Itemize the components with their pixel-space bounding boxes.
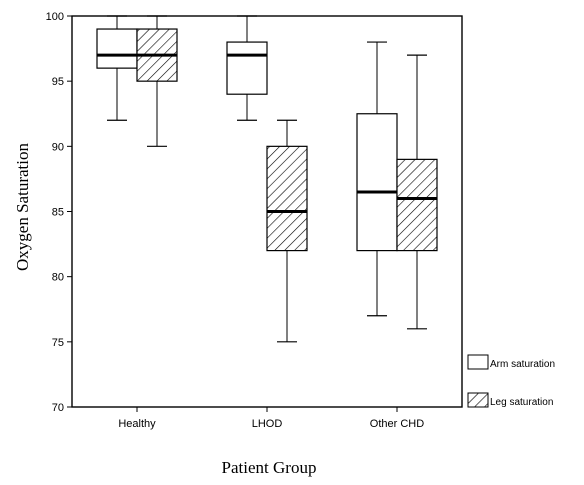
y-tick-label: 85 [52,207,64,219]
x-axis-title: Patient Group [222,458,317,477]
y-tick-label: 70 [52,402,64,414]
iqr-box [266,145,308,252]
iqr-box [226,41,268,95]
y-tick-label: 95 [52,76,64,88]
iqr-box [356,113,398,252]
y-tick-label: 100 [46,11,64,23]
x-tick-label: LHOD [252,418,283,430]
box-leg-saturation-lhod [266,119,308,343]
x-tick-label: Other CHD [370,418,424,430]
y-tick-label: 75 [52,337,64,349]
legend-label-leg: Leg saturation [490,397,553,408]
box-arm-saturation-other-chd [356,41,398,317]
y-tick-label: 90 [52,141,64,153]
legend-swatch-leg [467,392,489,408]
x-tick-label: Healthy [118,418,156,430]
legend-label-arm: Arm saturation [490,359,555,370]
box-arm-saturation-healthy [96,15,138,121]
box-arm-saturation-lhod [226,15,268,121]
iqr-box [96,28,138,69]
legend-swatch-arm [467,354,489,370]
box-leg-saturation-other-chd [396,54,438,330]
iqr-box [396,158,438,252]
box-leg-saturation-healthy [136,15,178,147]
y-tick-label: 80 [52,272,64,284]
y-axis-title: Oxygen Saturation [13,143,32,271]
plot-area: 70 75 80 85 90 95 100 Healthy LHOD Other CHD [46,11,463,430]
